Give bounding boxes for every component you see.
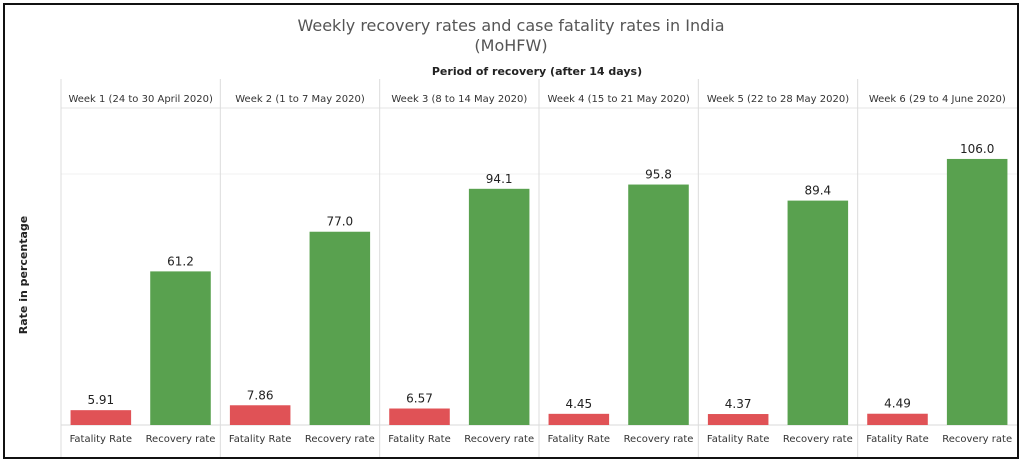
category-label: Recovery rate (783, 434, 853, 445)
category-label: Recovery rate (146, 434, 216, 445)
week-label: Week 5 (22 to 28 May 2020) (707, 94, 849, 105)
value-label: 4.45 (565, 397, 592, 411)
value-label: 7.86 (247, 388, 274, 402)
recovery-bar (628, 184, 689, 425)
category-label: Fatality Rate (229, 434, 292, 445)
category-label: Recovery rate (624, 434, 694, 445)
chart-title-line2: (MoHFW) (474, 36, 547, 55)
recovery-bar (309, 231, 371, 425)
week-label: Week 3 (8 to 14 May 2020) (391, 94, 527, 105)
recovery-bar (946, 158, 1008, 425)
fatality-bar (389, 408, 450, 425)
recovery-bar (787, 200, 849, 425)
value-label: 5.91 (87, 393, 114, 407)
fatality-bar (70, 410, 132, 425)
category-label: Fatality Rate (548, 434, 611, 445)
week-label: Week 4 (15 to 21 May 2020) (548, 94, 690, 105)
fatality-bar (867, 413, 928, 425)
value-label: 6.57 (406, 392, 433, 406)
column-header: Period of recovery (after 14 days) (432, 65, 642, 78)
value-label: 94.1 (486, 172, 513, 186)
recovery-bar (150, 271, 211, 425)
chart-frame: Weekly recovery rates and case fatality … (3, 3, 1019, 459)
week-panels: Week 1 (24 to 30 April 2020) 5.91 Fatality… (60, 79, 1017, 457)
recovery-bar (468, 188, 530, 425)
week-label: Week 6 (29 to 4 June 2020) (869, 94, 1006, 105)
value-label: 61.2 (167, 254, 194, 268)
category-label: Fatality Rate (70, 434, 133, 445)
fatality-bar (707, 414, 769, 425)
category-label: Recovery rate (305, 434, 375, 445)
value-label: 89.4 (804, 184, 831, 198)
fatality-bar (548, 413, 610, 425)
category-label: Recovery rate (464, 434, 534, 445)
value-label: 4.49 (884, 397, 911, 411)
chart-title-line1: Weekly recovery rates and case fatality … (297, 16, 724, 35)
value-label: 106.0 (960, 142, 994, 156)
week-label: Week 2 (1 to 7 May 2020) (235, 94, 365, 105)
category-label: Recovery rate (942, 434, 1012, 445)
category-label: Fatality Rate (707, 434, 770, 445)
value-label: 4.37 (725, 397, 752, 411)
category-label: Fatality Rate (388, 434, 451, 445)
value-label: 77.0 (326, 215, 353, 229)
week-label: Week 1 (24 to 30 April 2020) (68, 94, 213, 105)
value-label: 95.8 (645, 168, 672, 182)
chart: Weekly recovery rates and case fatality … (17, 16, 1017, 457)
category-label: Fatality Rate (866, 434, 929, 445)
fatality-bar (229, 405, 291, 425)
y-axis-label: Rate in percentage (17, 216, 30, 334)
